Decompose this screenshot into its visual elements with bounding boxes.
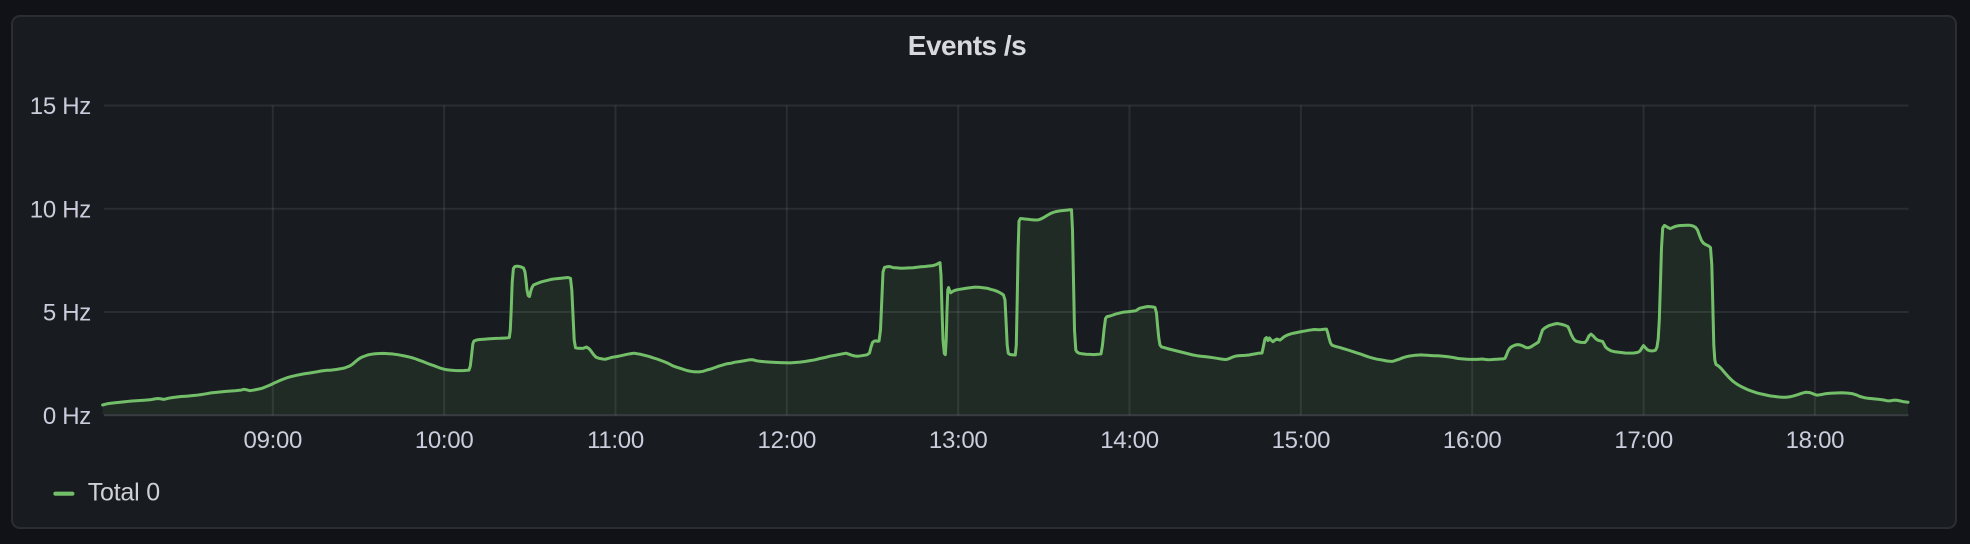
- svg-text:17:00: 17:00: [1614, 427, 1673, 454]
- svg-text:0 Hz: 0 Hz: [43, 403, 91, 430]
- svg-text:13:00: 13:00: [929, 427, 988, 454]
- svg-text:Total 0: Total 0: [88, 478, 160, 506]
- svg-text:10 Hz: 10 Hz: [30, 196, 91, 223]
- svg-text:Events /s: Events /s: [908, 30, 1026, 61]
- svg-text:15 Hz: 15 Hz: [30, 93, 91, 120]
- svg-text:10:00: 10:00: [415, 427, 474, 454]
- svg-text:5 Hz: 5 Hz: [43, 300, 91, 327]
- svg-text:15:00: 15:00: [1272, 427, 1331, 454]
- svg-text:12:00: 12:00: [758, 427, 817, 454]
- svg-text:14:00: 14:00: [1100, 427, 1159, 454]
- svg-text:09:00: 09:00: [244, 427, 303, 454]
- svg-text:11:00: 11:00: [587, 427, 644, 454]
- svg-text:16:00: 16:00: [1443, 427, 1502, 454]
- svg-text:18:00: 18:00: [1786, 427, 1845, 454]
